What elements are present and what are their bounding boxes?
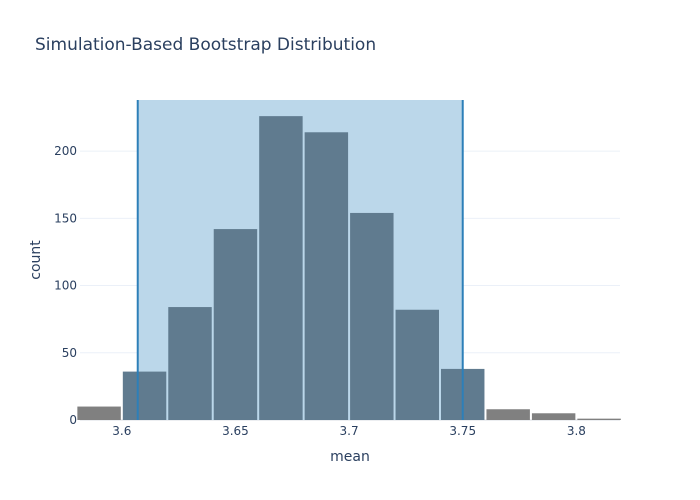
histogram-bars	[77, 116, 621, 420]
x-tick-label-1: 3.65	[222, 424, 249, 438]
bar-9	[486, 409, 530, 420]
y-axis-title: count	[28, 240, 44, 280]
bar-10	[531, 413, 576, 420]
interval-lines	[136, 100, 464, 420]
y-tick-label-4: 200	[54, 144, 77, 158]
bar-11	[577, 418, 621, 420]
x-tick-label-4: 3.8	[567, 424, 586, 438]
y-tick-label-3: 150	[54, 211, 77, 225]
bar-0	[77, 406, 121, 420]
bar-3	[213, 229, 258, 420]
bar-4	[259, 116, 303, 420]
bar-6	[350, 212, 394, 420]
bar-7	[395, 309, 439, 420]
y-tick-labels: 0 50 100 150 200	[54, 144, 77, 427]
x-tick-label-3: 3.75	[449, 424, 476, 438]
bar-5	[304, 132, 349, 420]
y-tick-label-0: 0	[69, 413, 77, 427]
chart-title: Simulation-Based Bootstrap Distribution	[35, 35, 376, 55]
x-tick-label-2: 3.7	[340, 424, 359, 438]
bar-1	[122, 371, 167, 420]
y-tick-label-1: 50	[62, 346, 77, 360]
bar-2	[168, 307, 212, 420]
x-tick-label-0: 3.6	[112, 424, 131, 438]
y-tick-label-2: 100	[54, 279, 77, 293]
x-axis-title: mean	[330, 449, 370, 465]
x-tick-labels: 3.6 3.65 3.7 3.75 3.8	[112, 424, 586, 438]
